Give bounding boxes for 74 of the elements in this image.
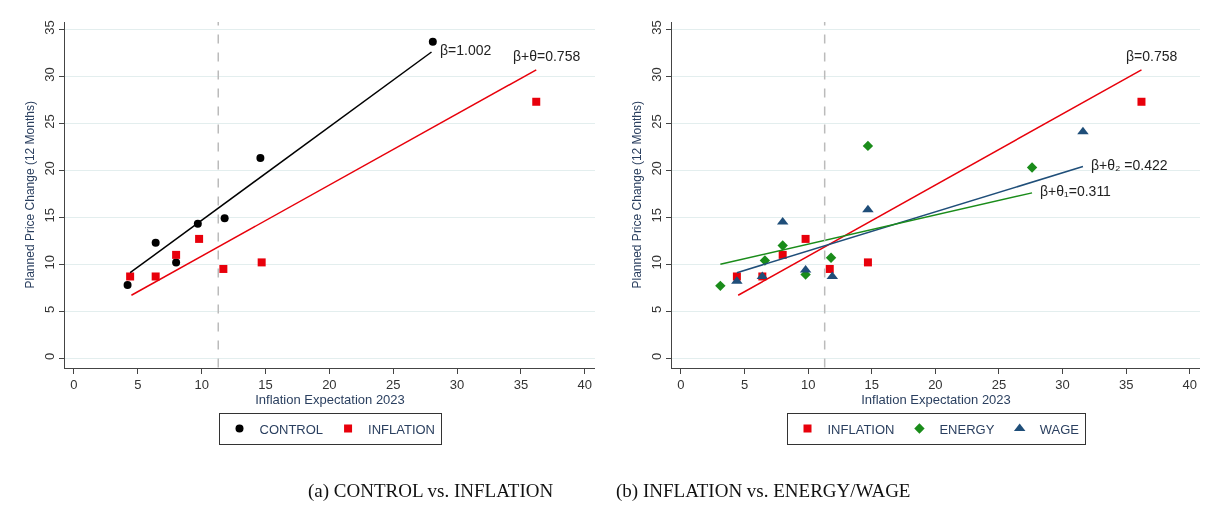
y-tick-label: 30	[41, 67, 57, 82]
x-tick-label: 20	[928, 377, 943, 393]
point	[151, 238, 160, 247]
y-tick-label: 20	[41, 161, 57, 176]
x-tick-label: 25	[385, 377, 401, 393]
point	[825, 252, 837, 263]
legend-label: CONTROL	[259, 421, 324, 437]
y-tick-label: 15	[41, 208, 57, 223]
x-tick-label: 20	[322, 377, 337, 393]
point	[1077, 126, 1089, 135]
annotation: β+θ=0.758	[513, 48, 581, 64]
y-tick-label: 35	[41, 20, 57, 35]
y-tick-label: 0	[648, 352, 664, 360]
x-tick-label: 25	[991, 377, 1007, 393]
x-tick-label: 5	[134, 377, 142, 393]
point	[172, 250, 181, 259]
point	[172, 258, 181, 267]
point	[1026, 162, 1038, 173]
y-axis-title: Planned Price Change (12 Months)	[630, 101, 645, 289]
annotation: β+θ₁=0.311	[1040, 183, 1112, 199]
x-tick-label: 0	[70, 377, 78, 393]
y-tick-label: 15	[648, 208, 664, 223]
x-tick-label: 0	[677, 377, 685, 393]
x-tick-label: 40	[1182, 377, 1198, 393]
point	[220, 214, 229, 223]
y-tick-label: 0	[41, 352, 57, 360]
y-tick-label: 5	[41, 305, 57, 313]
x-tick-label: 5	[740, 377, 749, 393]
point	[862, 140, 874, 152]
text: (a) CONTROL vs. INFLATION	[308, 480, 554, 502]
y-tick-label: 10	[648, 255, 664, 270]
x-tick-label: 30	[449, 377, 465, 393]
x-axis-title: Inflation Expectation 2023	[861, 392, 1011, 408]
point	[863, 258, 872, 267]
point	[151, 272, 160, 281]
y-tick-label: 10	[41, 255, 57, 270]
y-tick-label: 5	[648, 305, 664, 313]
point	[123, 280, 132, 289]
x-tick-label: 35	[1118, 377, 1134, 393]
point	[532, 97, 541, 106]
legend-label: INFLATION	[827, 421, 895, 437]
x-axis-title: Inflation Expectation 2023	[255, 392, 405, 408]
x-tick-label: 35	[513, 377, 529, 393]
point	[126, 272, 135, 281]
point	[219, 264, 228, 273]
point	[1137, 97, 1146, 106]
legend-label: ENERGY	[939, 421, 995, 437]
x-tick-label: 30	[1055, 377, 1070, 393]
legend-label: INFLATION	[368, 421, 435, 437]
annotation: β+θ₂ =0.422	[1091, 157, 1168, 173]
point	[825, 264, 834, 273]
x-tick-label: 15	[258, 377, 273, 393]
legend-label: WAGE	[1039, 421, 1080, 437]
y-tick-label: 35	[648, 20, 664, 35]
annotation: β=1.002	[440, 42, 492, 58]
point	[195, 234, 204, 243]
point	[428, 37, 437, 46]
x-tick-label: 40	[577, 377, 593, 393]
y-tick-label: 30	[648, 67, 664, 82]
y-tick-label: 20	[648, 161, 664, 176]
x-tick-label: 10	[194, 377, 209, 393]
y-axis-title: Planned Price Change (12 Months)	[23, 101, 38, 289]
annotation: β=0.758	[1126, 48, 1178, 64]
text: (b) INFLATION vs. ENERGY/WAGE	[616, 480, 911, 502]
point	[801, 234, 810, 243]
point	[257, 258, 266, 267]
point	[777, 240, 788, 251]
point	[256, 154, 265, 163]
x-tick-label: 15	[864, 377, 879, 393]
y-tick-label: 25	[41, 114, 57, 129]
point	[862, 204, 874, 213]
x-tick-label: 10	[800, 377, 816, 393]
point	[715, 280, 726, 292]
y-tick-label: 25	[648, 114, 664, 129]
